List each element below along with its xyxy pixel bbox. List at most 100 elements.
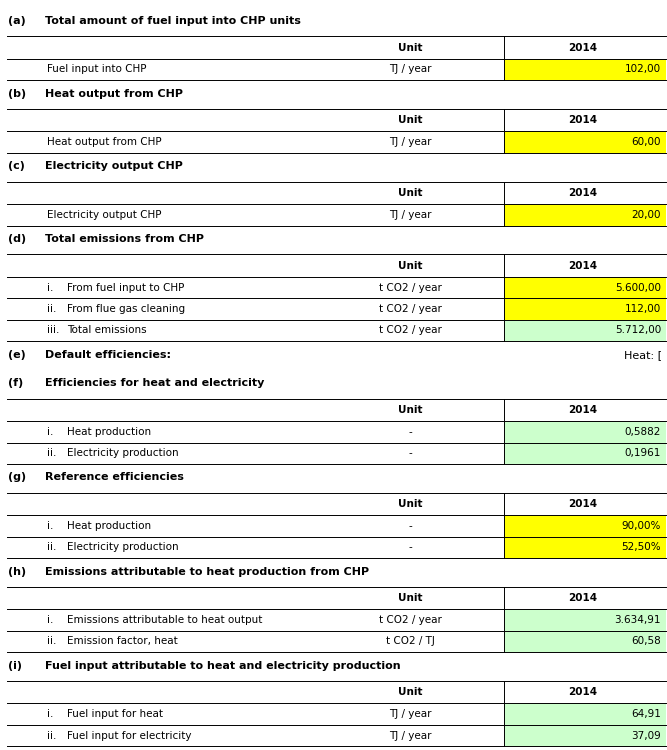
Text: (i): (i) [8,661,22,670]
Text: 60,00: 60,00 [632,137,661,147]
Text: Heat output from CHP: Heat output from CHP [45,88,183,99]
Text: TJ / year: TJ / year [389,137,432,147]
Text: 2014: 2014 [568,116,598,125]
Text: (g): (g) [8,472,26,482]
Text: 0,5882: 0,5882 [624,427,661,436]
Text: Total amount of fuel input into CHP units: Total amount of fuel input into CHP unit… [45,16,301,26]
Text: t CO2 / year: t CO2 / year [379,615,442,625]
Text: Heat output from CHP: Heat output from CHP [47,137,161,147]
Text: TJ / year: TJ / year [389,64,432,74]
Bar [504,421,666,442]
Text: t CO2 / TJ: t CO2 / TJ [386,637,435,646]
Text: Heat: [: Heat: [ [624,350,662,359]
Text: Unit: Unit [398,405,422,415]
Bar [504,204,666,226]
Text: Heat production: Heat production [67,427,151,436]
Text: t CO2 / year: t CO2 / year [379,283,442,292]
Text: Unit: Unit [398,499,422,509]
Bar [504,537,666,558]
Text: TJ / year: TJ / year [389,210,432,220]
Text: 52,50%: 52,50% [622,542,661,552]
Bar [504,609,666,631]
Text: i.: i. [47,283,53,292]
Text: Unit: Unit [398,116,422,125]
Text: Reference efficiencies: Reference efficiencies [45,472,183,482]
Text: Unit: Unit [398,188,422,198]
Text: i.: i. [47,521,53,531]
Text: 2014: 2014 [568,260,598,271]
Text: -: - [408,542,412,552]
Text: Electricity production: Electricity production [67,542,178,552]
Bar [504,298,666,320]
Bar [504,515,666,537]
Text: 2014: 2014 [568,687,598,698]
Text: (c): (c) [8,161,25,172]
Bar [504,442,666,464]
Text: (h): (h) [8,566,26,577]
Text: ii.: ii. [47,637,56,646]
Text: (f): (f) [8,378,23,388]
Text: (e): (e) [8,350,26,359]
Text: 60,58: 60,58 [631,637,661,646]
Text: 5.600,00: 5.600,00 [615,283,661,292]
Text: Unit: Unit [398,593,422,603]
Text: 112,00: 112,00 [625,304,661,314]
Text: 2014: 2014 [568,188,598,198]
Text: ii.: ii. [47,542,56,552]
Text: 0,1961: 0,1961 [624,448,661,458]
Text: Electricity production: Electricity production [67,448,178,458]
Text: Total emissions: Total emissions [67,326,146,335]
Bar [504,724,666,746]
Text: Fuel input for heat: Fuel input for heat [67,710,163,719]
Text: i.: i. [47,615,53,625]
Text: (a): (a) [8,16,26,26]
Text: Efficiencies for heat and electricity: Efficiencies for heat and electricity [45,378,264,388]
Text: -: - [408,448,412,458]
Text: ii.: ii. [47,448,56,458]
Text: From fuel input to CHP: From fuel input to CHP [67,283,184,292]
Text: Heat production: Heat production [67,521,151,531]
Text: t CO2 / year: t CO2 / year [379,326,442,335]
Text: Fuel input for electricity: Fuel input for electricity [67,730,191,740]
Text: Emissions attributable to heat output: Emissions attributable to heat output [67,615,262,625]
Text: 20,00: 20,00 [632,210,661,220]
Text: TJ / year: TJ / year [389,730,432,740]
Text: Emissions attributable to heat production from CHP: Emissions attributable to heat productio… [45,566,369,577]
Text: Unit: Unit [398,687,422,698]
Text: -: - [408,427,412,436]
Bar [504,631,666,652]
Bar [504,320,666,341]
Text: TJ / year: TJ / year [389,710,432,719]
Text: -: - [408,521,412,531]
Text: Electricity output CHP: Electricity output CHP [45,161,183,172]
Bar [504,277,666,298]
Text: Total emissions from CHP: Total emissions from CHP [45,234,203,244]
Text: Unit: Unit [398,260,422,271]
Text: Default efficiencies:: Default efficiencies: [45,350,171,359]
Text: 102,00: 102,00 [625,64,661,74]
Text: (b): (b) [8,88,26,99]
Text: Fuel input attributable to heat and electricity production: Fuel input attributable to heat and elec… [45,661,400,670]
Text: Fuel input into CHP: Fuel input into CHP [47,64,146,74]
Text: i.: i. [47,710,53,719]
Text: ii.: ii. [47,730,56,740]
Bar [504,58,666,80]
Text: 2014: 2014 [568,43,598,52]
Text: i.: i. [47,427,53,436]
Text: (d): (d) [8,234,26,244]
Bar [504,704,666,724]
Text: Electricity output CHP: Electricity output CHP [47,210,161,220]
Text: 5.712,00: 5.712,00 [615,326,661,335]
Text: From flue gas cleaning: From flue gas cleaning [67,304,185,314]
Text: 2014: 2014 [568,499,598,509]
Text: Unit: Unit [398,43,422,52]
Text: 37,09: 37,09 [631,730,661,740]
Bar [504,131,666,153]
Text: iii.: iii. [47,326,59,335]
Text: 90,00%: 90,00% [622,521,661,531]
Text: 3.634,91: 3.634,91 [614,615,661,625]
Text: Emission factor, heat: Emission factor, heat [67,637,177,646]
Text: 64,91: 64,91 [631,710,661,719]
Text: 2014: 2014 [568,593,598,603]
Text: t CO2 / year: t CO2 / year [379,304,442,314]
